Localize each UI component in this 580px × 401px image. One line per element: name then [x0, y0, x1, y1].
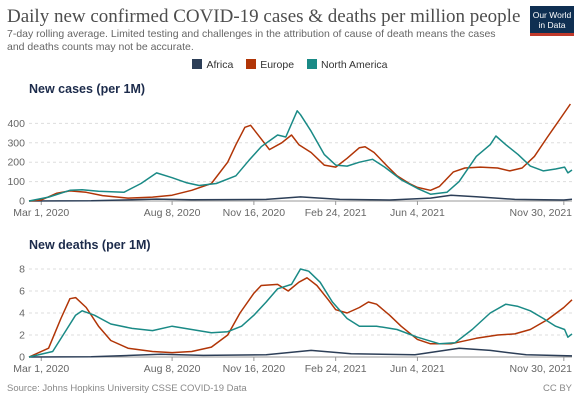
deaths-x-tick-label: Aug 8, 2020: [144, 363, 201, 375]
legend-label-north-america: North America: [321, 59, 388, 71]
deaths-y-tick-label: 2: [19, 330, 25, 342]
deaths-y-tick-label: 4: [19, 308, 25, 320]
legend-swatch-north-america: [307, 59, 317, 69]
cases-x-tick-label: Mar 1, 2020: [13, 207, 69, 219]
chart-title: Daily new confirmed COVID-19 cases & dea…: [7, 6, 521, 27]
license-note: CC BY: [542, 383, 572, 394]
cases-x-tick-label: Jun 4, 2021: [390, 207, 445, 219]
cases-y-tick-label: 200: [7, 157, 25, 169]
deaths-series-line-africa: [28, 347, 573, 358]
deaths-x-tick-label: Mar 1, 2020: [13, 363, 69, 375]
owid-logo[interactable]: Our World in Data: [530, 6, 574, 36]
cases-y-tick-label: 300: [7, 137, 25, 149]
cases-x-tick-label: Nov 16, 2020: [223, 207, 286, 219]
cases-series-line-africa: [28, 194, 573, 202]
deaths-panel-title: New deaths (per 1M): [29, 238, 151, 252]
legend-swatch-africa: [192, 59, 203, 69]
deaths-series-line-europe: [28, 277, 573, 358]
deaths-x-tick-label: Nov 30, 2021: [510, 363, 573, 375]
legend-label-africa: Africa: [206, 59, 234, 71]
cases-series-line-north-america: [28, 110, 573, 202]
deaths-x-tick-label: Feb 24, 2021: [305, 363, 367, 375]
cases-series-line-europe: [28, 103, 572, 202]
logo-text-line1: Our World: [532, 10, 572, 20]
cases-y-tick-label: 100: [7, 176, 25, 188]
legend-item-europe[interactable]: Europe: [246, 59, 294, 71]
cases-y-tick-label: 0: [19, 196, 25, 208]
legend-item-africa[interactable]: Africa: [192, 59, 233, 71]
deaths-x-tick-label: Nov 16, 2020: [223, 363, 286, 375]
legend: Africa Europe North America: [0, 59, 580, 71]
cases-x-tick-label: Aug 8, 2020: [144, 207, 201, 219]
cases-y-tick-label: 400: [7, 118, 25, 130]
deaths-series-line-north-america: [28, 268, 573, 358]
deaths-y-tick-label: 0: [19, 352, 25, 364]
cases-x-tick-label: Nov 30, 2021: [510, 207, 573, 219]
chart-subtitle: 7-day rolling average. Limited testing a…: [7, 28, 496, 53]
legend-label-europe: Europe: [260, 59, 295, 71]
deaths-y-tick-label: 8: [19, 264, 25, 276]
cases-panel-title: New cases (per 1M): [29, 82, 146, 96]
deaths-y-tick-label: 6: [19, 286, 25, 298]
legend-item-north-america[interactable]: North America: [307, 59, 388, 71]
logo-text-line2: in Data: [538, 19, 566, 30]
cases-x-tick-label: Feb 24, 2021: [305, 207, 367, 219]
deaths-x-tick-label: Jun 4, 2021: [390, 363, 445, 375]
legend-swatch-europe: [246, 59, 257, 69]
source-note: Source: Johns Hopkins University CSSE CO…: [7, 383, 247, 394]
